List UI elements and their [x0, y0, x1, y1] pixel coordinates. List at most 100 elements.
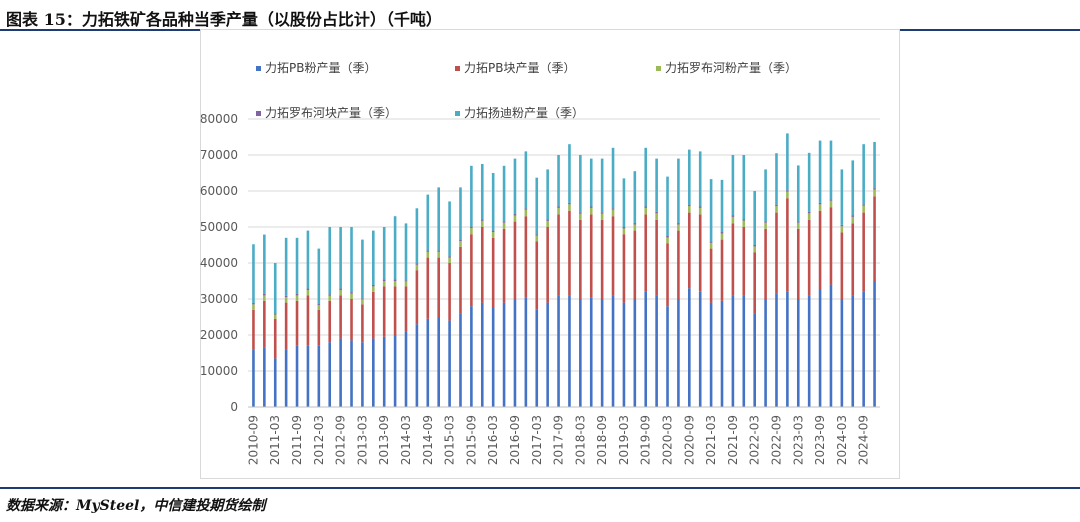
x-tick-label: 2016-03 — [486, 415, 500, 465]
bar-segment-series-0 — [502, 302, 506, 407]
bar-segment-series-4 — [317, 248, 321, 305]
bar-segment-series-3 — [709, 241, 713, 243]
bar-segment-series-4 — [480, 164, 484, 220]
bar-segment-series-4 — [263, 234, 266, 294]
bar-segment-series-1 — [273, 318, 277, 359]
bar-segment-series-4 — [698, 151, 702, 207]
bar-segment-series-2 — [753, 246, 756, 253]
bar-segment-series-4 — [851, 160, 855, 216]
bar-segment-series-1 — [459, 246, 462, 314]
bar-segment-series-0 — [731, 295, 735, 407]
x-tick-label: 2015-09 — [464, 415, 478, 465]
bar-segment-series-2 — [579, 213, 582, 220]
bar-segment-series-3 — [535, 234, 539, 236]
bar-segment-series-1 — [688, 212, 691, 289]
bar-segment-series-0 — [818, 290, 822, 407]
bar-segment-series-1 — [372, 291, 375, 339]
bar-segment-series-1 — [677, 230, 680, 299]
bar-segment-series-3 — [731, 215, 735, 217]
bar-segment-series-4 — [666, 176, 669, 236]
bar-segment-series-4 — [470, 165, 473, 227]
bar-segment-series-1 — [437, 257, 440, 317]
bar-segment-series-2 — [644, 207, 648, 215]
bar-segment-series-1 — [361, 304, 364, 343]
bar-segment-series-0 — [361, 342, 364, 407]
y-tick-label: 0 — [230, 400, 238, 414]
bar-segment-series-1 — [698, 214, 702, 292]
bar-segment-series-0 — [513, 299, 517, 407]
bar-segment-series-3 — [840, 224, 844, 227]
bar-segment-series-2 — [480, 220, 484, 227]
bar-segment-series-4 — [350, 227, 353, 293]
bar-segment-series-0 — [600, 299, 604, 407]
bar-segment-series-1 — [513, 221, 517, 299]
bar-segment-series-1 — [720, 239, 724, 301]
y-tick-label: 80000 — [200, 112, 238, 126]
bar-segment-series-4 — [502, 165, 506, 222]
bar-segment-series-3 — [350, 292, 353, 294]
bar-segment-series-1 — [328, 300, 332, 343]
y-tick-label: 70000 — [200, 148, 238, 162]
bar-segment-series-1 — [295, 300, 299, 346]
bar-segment-series-2 — [655, 213, 658, 220]
bar-segment-series-1 — [448, 263, 451, 321]
bar-segment-series-2 — [415, 264, 419, 271]
bar-segment-series-1 — [502, 228, 506, 303]
bar-segment-series-3 — [546, 219, 549, 221]
bar-segment-series-3 — [698, 206, 702, 208]
bar-segment-series-3 — [862, 204, 865, 206]
bar-segment-series-1 — [851, 223, 855, 296]
bar-segment-series-0 — [742, 295, 746, 407]
x-tick-label: 2015-03 — [443, 415, 457, 465]
bar-segment-series-4 — [437, 187, 440, 251]
bar-segment-series-0 — [295, 345, 299, 407]
bar-segment-series-2 — [557, 207, 560, 215]
x-tick-label: 2024-09 — [857, 415, 871, 465]
bar-segment-series-1 — [535, 241, 539, 310]
x-tick-label: 2021-09 — [726, 415, 740, 465]
bar-segment-series-2 — [317, 305, 321, 310]
bar-segment-series-0 — [393, 335, 397, 407]
bar-segment-series-0 — [720, 300, 724, 407]
bar-segment-series-2 — [731, 216, 735, 224]
bar-segment-series-1 — [339, 295, 342, 339]
bar-segment-series-4 — [818, 140, 822, 203]
bar-segment-series-1 — [382, 286, 386, 337]
bar-segment-series-0 — [306, 345, 310, 407]
bar-segment-series-0 — [404, 331, 408, 407]
bar-segment-series-1 — [470, 234, 473, 307]
bar-segment-series-0 — [557, 295, 560, 407]
legend-swatch — [656, 66, 661, 71]
bar-segment-series-3 — [557, 206, 560, 208]
bar-segment-series-3 — [688, 204, 691, 207]
x-tick-label: 2011-03 — [268, 415, 282, 465]
bar-segment-series-0 — [753, 313, 756, 407]
bar-segment-series-2 — [666, 237, 669, 244]
bar-segment-series-2 — [306, 290, 310, 296]
bar-segment-series-2 — [372, 286, 375, 292]
bar-segment-series-0 — [382, 336, 386, 407]
bar-segment-series-0 — [470, 306, 473, 407]
bar-segment-series-3 — [655, 211, 658, 214]
bar-segment-series-3 — [513, 214, 517, 216]
bar-segment-series-1 — [655, 219, 658, 296]
bar-segment-series-4 — [393, 216, 397, 280]
bar-segment-series-1 — [818, 210, 822, 290]
bar-segment-series-4 — [404, 223, 408, 281]
bar-segment-series-4 — [655, 158, 658, 212]
bar-segment-series-3 — [502, 221, 506, 223]
bar-segment-series-4 — [764, 169, 767, 222]
bar-segment-series-0 — [666, 306, 669, 407]
bar-segment-series-0 — [829, 284, 833, 407]
bar-segment-series-0 — [688, 288, 691, 407]
bar-segment-series-1 — [600, 219, 604, 299]
x-tick-label: 2021-03 — [704, 415, 718, 465]
bar-segment-series-0 — [709, 302, 713, 407]
bar-segment-series-3 — [273, 313, 277, 315]
bar-segment-series-4 — [524, 151, 528, 209]
bar-segment-series-0 — [252, 349, 255, 407]
bar-segment-series-3 — [873, 188, 876, 190]
bar-segment-series-0 — [448, 320, 451, 407]
bar-segment-series-0 — [579, 299, 582, 407]
legend-label: 力拓PB块产量（季） — [464, 61, 575, 75]
